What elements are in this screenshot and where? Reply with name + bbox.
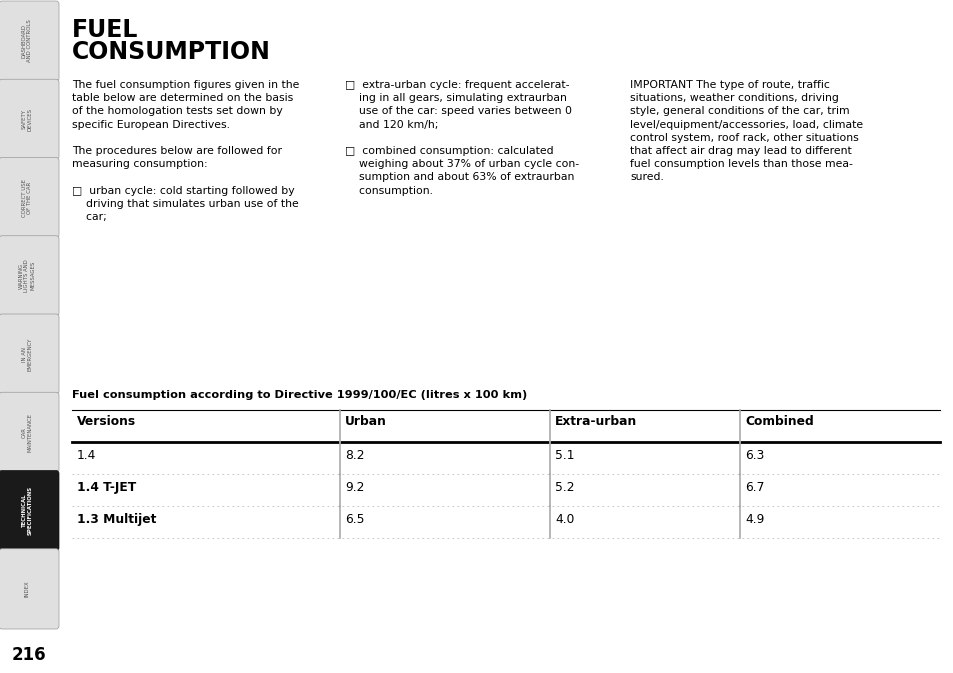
- Text: 1.4: 1.4: [77, 449, 96, 462]
- Text: fuel consumption levels than those mea-: fuel consumption levels than those mea-: [629, 160, 852, 169]
- Text: Combined: Combined: [744, 415, 813, 428]
- Text: 5.1: 5.1: [555, 449, 574, 462]
- Text: use of the car: speed varies between 0: use of the car: speed varies between 0: [345, 106, 572, 116]
- Text: specific European Directives.: specific European Directives.: [71, 120, 230, 130]
- Text: INDEX: INDEX: [25, 581, 30, 597]
- Text: weighing about 37% of urban cycle con-: weighing about 37% of urban cycle con-: [345, 160, 578, 169]
- FancyBboxPatch shape: [0, 392, 59, 472]
- Text: car;: car;: [71, 212, 107, 222]
- Text: 1.3 Multijet: 1.3 Multijet: [77, 513, 156, 526]
- FancyBboxPatch shape: [0, 1, 59, 81]
- FancyBboxPatch shape: [0, 470, 59, 551]
- Text: Fuel consumption according to Directive 1999/100/EC (litres x 100 km): Fuel consumption according to Directive …: [71, 390, 527, 400]
- Text: 8.2: 8.2: [345, 449, 364, 462]
- Text: TECHNICAL
SPECIFICATIONS: TECHNICAL SPECIFICATIONS: [22, 486, 32, 535]
- Text: □  combined consumption: calculated: □ combined consumption: calculated: [345, 146, 553, 156]
- Text: of the homologation tests set down by: of the homologation tests set down by: [71, 106, 282, 116]
- Text: Urban: Urban: [345, 415, 387, 428]
- Text: WARNING
LIGHTS AND
MESSAGES: WARNING LIGHTS AND MESSAGES: [19, 260, 35, 292]
- Text: CAR
MAINTENANCE: CAR MAINTENANCE: [22, 413, 32, 452]
- Text: consumption.: consumption.: [345, 186, 433, 196]
- FancyBboxPatch shape: [0, 157, 59, 238]
- Text: table below are determined on the basis: table below are determined on the basis: [71, 93, 293, 103]
- Text: 1.4 T-JET: 1.4 T-JET: [77, 481, 136, 494]
- Text: 4.0: 4.0: [555, 513, 574, 526]
- Text: SAFETY
DEVICES: SAFETY DEVICES: [22, 108, 32, 131]
- Text: 216: 216: [11, 646, 47, 664]
- Text: 5.2: 5.2: [555, 481, 574, 494]
- Text: CORRECT USE
OF THE CAR: CORRECT USE OF THE CAR: [22, 178, 32, 217]
- Text: 9.2: 9.2: [345, 481, 364, 494]
- Text: Versions: Versions: [77, 415, 136, 428]
- FancyBboxPatch shape: [0, 314, 59, 394]
- Text: that affect air drag may lead to different: that affect air drag may lead to differe…: [629, 146, 851, 156]
- Text: level/equipment/accessories, load, climate: level/equipment/accessories, load, clima…: [629, 120, 862, 130]
- Text: ing in all gears, simulating extraurban: ing in all gears, simulating extraurban: [345, 93, 566, 103]
- Text: FUEL: FUEL: [71, 18, 138, 42]
- Text: style, general conditions of the car, trim: style, general conditions of the car, tr…: [629, 106, 849, 116]
- FancyBboxPatch shape: [0, 548, 59, 629]
- Text: sured.: sured.: [629, 172, 663, 182]
- FancyBboxPatch shape: [0, 236, 59, 316]
- Text: 4.9: 4.9: [744, 513, 763, 526]
- Text: DASHBOARD
AND CONTROLS: DASHBOARD AND CONTROLS: [22, 20, 32, 63]
- Text: Extra-urban: Extra-urban: [555, 415, 637, 428]
- Text: 6.7: 6.7: [744, 481, 763, 494]
- Text: 6.5: 6.5: [345, 513, 364, 526]
- Text: control system, roof rack, other situations: control system, roof rack, other situati…: [629, 133, 858, 143]
- Text: 6.3: 6.3: [744, 449, 763, 462]
- Text: The procedures below are followed for: The procedures below are followed for: [71, 146, 282, 156]
- Text: driving that simulates urban use of the: driving that simulates urban use of the: [71, 199, 298, 209]
- Text: □  extra-urban cycle: frequent accelerat-: □ extra-urban cycle: frequent accelerat-: [345, 80, 569, 90]
- Text: □  urban cycle: cold starting followed by: □ urban cycle: cold starting followed by: [71, 186, 294, 196]
- Text: CONSUMPTION: CONSUMPTION: [71, 40, 271, 64]
- Text: The fuel consumption figures given in the: The fuel consumption figures given in th…: [71, 80, 299, 90]
- Text: situations, weather conditions, driving: situations, weather conditions, driving: [629, 93, 838, 103]
- Text: measuring consumption:: measuring consumption:: [71, 160, 208, 169]
- Text: IMPORTANT The type of route, traffic: IMPORTANT The type of route, traffic: [629, 80, 829, 90]
- Text: sumption and about 63% of extraurban: sumption and about 63% of extraurban: [345, 172, 574, 182]
- Text: IN AN
EMERGENCY: IN AN EMERGENCY: [22, 337, 32, 371]
- Text: and 120 km/h;: and 120 km/h;: [345, 120, 438, 130]
- FancyBboxPatch shape: [0, 79, 59, 160]
